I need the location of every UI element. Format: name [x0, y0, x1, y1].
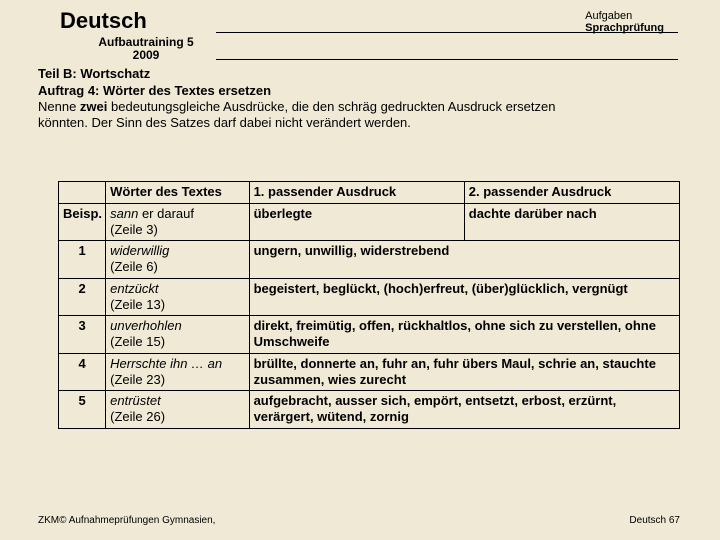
header-top-right: Aufgaben Sprachprüfung	[585, 10, 664, 34]
row-line-ref: (Zeile 3)	[110, 222, 158, 237]
table-row: 2entzückt(Zeile 13)begeistert, beglückt,…	[59, 278, 680, 316]
row-word: sann er darauf(Zeile 3)	[106, 203, 249, 241]
worksheet-table-wrap: Wörter des Textes1. passender Ausdruck2.…	[58, 181, 680, 428]
row-word: Herrschte ihn … an(Zeile 23)	[106, 353, 249, 391]
footer-right: Deutsch 67	[629, 515, 680, 526]
header-divider	[216, 32, 678, 60]
row-word: entrüstet(Zeile 26)	[106, 391, 249, 429]
row-number: 5	[59, 391, 106, 429]
row-answer-merged: ungern, unwillig, widerstrebend	[249, 241, 679, 279]
intro-auftrag: Auftrag 4: Wörter des Textes ersetzen	[38, 83, 660, 99]
row-line-ref: (Zeile 23)	[110, 372, 165, 387]
table-row: 5entrüstet(Zeile 26)aufgebracht, ausser …	[59, 391, 680, 429]
row-word-italic: entzückt	[110, 281, 158, 296]
table-header-3: 2. passender Ausdruck	[464, 182, 679, 203]
intro-line1c: bedeutungsgleiche Ausdrücke, die den sch…	[107, 99, 555, 114]
row-word: entzückt(Zeile 13)	[106, 278, 249, 316]
intro-block: Teil B: Wortschatz Auftrag 4: Wörter des…	[0, 62, 720, 131]
footer-left: ZKM© Aufnahmeprüfungen Gymnasien,	[38, 515, 215, 526]
row-line-ref: (Zeile 6)	[110, 259, 158, 274]
table-row: 4Herrschte ihn … an(Zeile 23)brüllte, do…	[59, 353, 680, 391]
row-word-italic: Herrschte ihn … an	[110, 356, 222, 371]
row-number: Beisp.	[59, 203, 106, 241]
intro-teil: Teil B: Wortschatz	[38, 66, 660, 82]
row-word: widerwillig(Zeile 6)	[106, 241, 249, 279]
intro-line2: könnten. Der Sinn des Satzes darf dabei …	[38, 115, 660, 131]
row-answer-merged: direkt, freimütig, offen, rückhaltlos, o…	[249, 316, 679, 354]
row-word-italic: entrüstet	[110, 393, 161, 408]
topright-line1: Aufgaben	[585, 10, 664, 22]
subject-title: Deutsch	[60, 8, 660, 34]
table-header-2: 1. passender Ausdruck	[249, 182, 464, 203]
row-line-ref: (Zeile 15)	[110, 334, 165, 349]
subtitle-line1: Aufbautraining 5	[98, 35, 193, 49]
row-word-italic: sann	[110, 206, 138, 221]
row-answer-2: dachte darüber nach	[464, 203, 679, 241]
subtitle-line2: 2009	[133, 48, 160, 62]
row-word: unverhohlen(Zeile 15)	[106, 316, 249, 354]
subtitle: Aufbautraining 5 2009	[86, 36, 206, 62]
row-word-italic: unverhohlen	[110, 318, 182, 333]
footer: ZKM© Aufnahmeprüfungen Gymnasien, Deutsc…	[38, 515, 680, 526]
worksheet-table: Wörter des Textes1. passender Ausdruck2.…	[58, 181, 680, 428]
row-word-italic: widerwillig	[110, 243, 169, 258]
row-number: 1	[59, 241, 106, 279]
row-answer-merged: begeistert, beglückt, (hoch)erfreut, (üb…	[249, 278, 679, 316]
table-row: Beisp.sann er darauf(Zeile 3)überlegteda…	[59, 203, 680, 241]
row-answer-merged: aufgebracht, ausser sich, empört, entset…	[249, 391, 679, 429]
row-number: 4	[59, 353, 106, 391]
row-number: 3	[59, 316, 106, 354]
table-header-0	[59, 182, 106, 203]
intro-line1b: zwei	[80, 99, 107, 114]
row-line-ref: (Zeile 26)	[110, 409, 165, 424]
row-word-rest: er darauf	[138, 206, 194, 221]
header: Deutsch Aufbautraining 5 2009 Aufgaben S…	[0, 0, 720, 62]
intro-line1a: Nenne	[38, 99, 80, 114]
intro-line1: Nenne zwei bedeutungsgleiche Ausdrücke, …	[38, 99, 660, 115]
row-answer-merged: brüllte, donnerte an, fuhr an, fuhr über…	[249, 353, 679, 391]
row-number: 2	[59, 278, 106, 316]
row-answer-1: überlegte	[249, 203, 464, 241]
table-row: 3unverhohlen(Zeile 15)direkt, freimütig,…	[59, 316, 680, 354]
table-row: 1widerwillig(Zeile 6)ungern, unwillig, w…	[59, 241, 680, 279]
row-line-ref: (Zeile 13)	[110, 297, 165, 312]
table-header-1: Wörter des Textes	[106, 182, 249, 203]
